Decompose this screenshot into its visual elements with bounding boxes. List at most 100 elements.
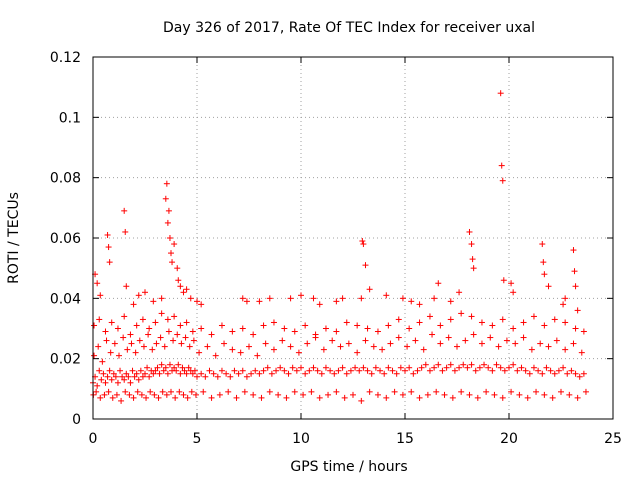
data-point — [147, 388, 154, 395]
data-point — [514, 367, 521, 374]
data-point — [233, 394, 240, 401]
data-point — [264, 364, 271, 371]
data-point — [106, 259, 113, 266]
data-point — [358, 295, 365, 302]
data-point — [281, 367, 288, 374]
data-point — [279, 337, 286, 344]
data-point — [416, 319, 423, 326]
data-point — [177, 322, 184, 329]
data-point — [154, 364, 161, 371]
axis-ticks: 0 5 10 15 20 25 0 0.02 0.04 0.06 0.08 0.1 0.12 — [50, 50, 622, 447]
data-point — [158, 295, 165, 302]
data-point — [364, 325, 371, 332]
data-point — [318, 370, 325, 377]
data-point — [358, 397, 365, 404]
data-point — [177, 370, 184, 377]
data-point — [503, 337, 510, 344]
data-point — [171, 241, 178, 248]
y-tick-label: 0 — [72, 412, 81, 428]
data-point — [227, 373, 234, 380]
data-point — [153, 340, 160, 347]
data-point — [218, 322, 225, 329]
data-point — [179, 364, 186, 371]
data-point — [221, 340, 228, 347]
data-point — [95, 343, 102, 350]
data-point — [402, 367, 408, 374]
data-point — [123, 370, 130, 377]
data-point — [243, 298, 250, 305]
data-point — [437, 340, 444, 347]
data-point — [171, 364, 178, 371]
data-point — [426, 367, 433, 374]
data-point — [134, 388, 141, 395]
data-point — [262, 340, 269, 347]
data-point — [97, 292, 104, 299]
data-point — [133, 370, 140, 377]
data-point — [102, 379, 109, 386]
data-point — [535, 367, 542, 374]
data-point — [189, 370, 196, 377]
data-point — [273, 367, 280, 374]
data-point — [157, 334, 164, 341]
data-point — [285, 370, 292, 377]
data-point — [337, 343, 344, 350]
data-point — [268, 370, 275, 377]
data-point — [130, 394, 137, 401]
data-point — [185, 364, 192, 371]
data-point — [180, 391, 187, 398]
data-point — [181, 367, 188, 374]
data-point — [343, 319, 350, 326]
data-point — [152, 367, 159, 374]
data-point — [183, 286, 190, 293]
data-point — [98, 376, 105, 383]
data-point — [132, 349, 139, 356]
data-point — [256, 370, 263, 377]
x-tick-label: 5 — [193, 431, 202, 447]
data-point — [541, 271, 548, 278]
data-point — [168, 388, 174, 395]
data-point — [530, 364, 537, 371]
data-point — [200, 388, 207, 395]
data-point — [560, 364, 567, 371]
data-point — [202, 373, 209, 380]
data-point — [180, 289, 187, 296]
data-point — [383, 394, 390, 401]
data-point — [165, 328, 172, 335]
data-point — [456, 364, 463, 371]
data-point — [198, 325, 205, 332]
data-point — [499, 177, 506, 184]
data-point — [304, 340, 311, 347]
data-point — [359, 238, 366, 245]
data-point — [302, 370, 309, 377]
data-point — [190, 337, 197, 344]
data-point — [252, 367, 259, 374]
data-point — [468, 313, 475, 320]
data-point — [295, 349, 302, 356]
data-point — [416, 394, 423, 401]
data-point — [447, 316, 454, 323]
data-point — [549, 394, 556, 401]
data-point — [146, 373, 153, 380]
data-point — [580, 328, 587, 335]
data-point — [138, 391, 145, 398]
data-point — [174, 265, 181, 272]
data-point — [194, 298, 200, 305]
data-point — [395, 316, 402, 323]
data-point — [350, 391, 356, 398]
data-point — [260, 322, 267, 329]
data-point — [372, 364, 379, 371]
data-point — [368, 370, 375, 377]
data-point — [335, 367, 342, 374]
data-point — [416, 301, 423, 308]
data-point — [298, 364, 304, 371]
data-point — [173, 367, 180, 374]
data-point — [322, 325, 329, 332]
data-point — [184, 394, 191, 401]
data-point — [576, 373, 583, 380]
data-point — [237, 349, 244, 356]
y-axis-label: ROTI / TECUs — [6, 192, 22, 284]
data-point — [426, 313, 433, 320]
data-point — [239, 367, 246, 374]
data-point — [389, 367, 396, 374]
data-point — [466, 228, 473, 235]
